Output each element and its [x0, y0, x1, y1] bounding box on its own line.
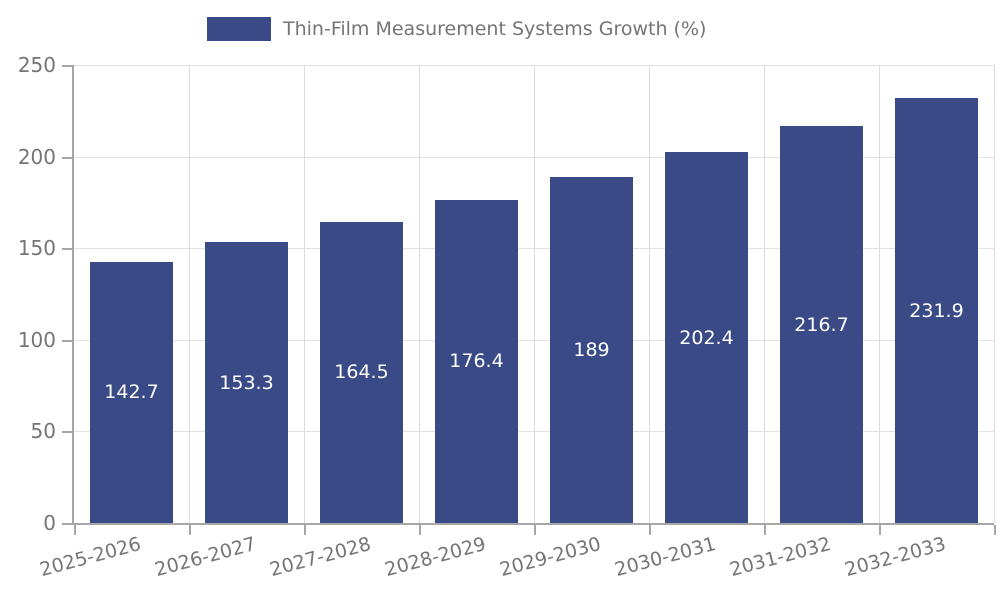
bar-value-label: 176.4: [449, 350, 504, 373]
y-axis-tick-label: 250: [17, 53, 56, 77]
x-axis-tick-label: 2025-2026: [37, 533, 144, 582]
x-axis-tick-label: 2031-2032: [727, 533, 834, 582]
bar: 176.4: [435, 199, 518, 523]
x-axis-tick-label: 2030-2031: [612, 533, 719, 582]
x-tick-mark: [74, 525, 76, 535]
bar: 153.3: [205, 242, 288, 523]
bar: 164.5: [320, 221, 403, 523]
bar-value-label: 231.9: [909, 299, 964, 322]
bar-value-label: 216.7: [794, 313, 849, 336]
bar: 142.7: [90, 261, 173, 523]
x-gridline: [649, 65, 650, 523]
legend: Thin-Film Measurement Systems Growth (%): [207, 17, 706, 41]
bar-value-label: 164.5: [334, 361, 389, 384]
x-tick-mark: [764, 525, 766, 535]
x-gridline: [304, 65, 305, 523]
x-tick-mark: [419, 525, 421, 535]
y-tick-mark: [62, 65, 72, 67]
x-gridline: [764, 65, 765, 523]
x-gridline: [879, 65, 880, 523]
bar-value-label: 202.4: [679, 326, 734, 349]
y-tick-mark: [62, 523, 72, 525]
y-axis-tick-label: 200: [17, 144, 56, 169]
legend-label: Thin-Film Measurement Systems Growth (%): [283, 18, 707, 40]
y-axis-tick-label: 50: [30, 419, 56, 444]
plot-area: 142.7 153.3 164.5 176.4 189 202.4 216.7 231.9: [62, 65, 996, 535]
x-axis-tick-label: 2027-2028: [267, 533, 374, 582]
y-tick-mark: [62, 431, 72, 434]
x-tick-mark: [879, 525, 881, 535]
x-gridline: [189, 65, 190, 523]
x-tick-mark: [189, 525, 191, 535]
legend-swatch: [207, 17, 271, 41]
y-tick-mark: [62, 156, 72, 159]
bar-value-label: 153.3: [219, 371, 274, 394]
x-axis-tick-label: 2028-2029: [382, 533, 489, 582]
x-tick-mark: [649, 525, 651, 535]
x-tick-mark: [994, 525, 996, 535]
x-axis-tick-label: 2026-2027: [152, 533, 259, 582]
y-axis-tick-label: 100: [17, 327, 56, 352]
y-axis-tick-label: 0: [43, 511, 56, 535]
x-tick-mark: [304, 525, 306, 535]
x-gridline: [994, 65, 995, 523]
y-axis-tick-label: 150: [17, 236, 56, 261]
bar: 231.9: [895, 98, 978, 523]
y-tick-mark: [62, 339, 72, 342]
bar-value-label: 189: [573, 338, 610, 361]
x-gridline: [419, 65, 420, 523]
y-tick-mark: [62, 248, 72, 251]
bar: 189: [550, 176, 633, 523]
x-tick-mark: [534, 525, 536, 535]
x-axis-tick-label: 2032-2033: [842, 533, 949, 582]
bar: 202.4: [665, 152, 748, 523]
bar-value-label: 142.7: [104, 381, 159, 404]
x-gridline: [534, 65, 535, 523]
x-axis-tick-label: 2029-2030: [497, 533, 604, 582]
bar: 216.7: [780, 126, 863, 523]
